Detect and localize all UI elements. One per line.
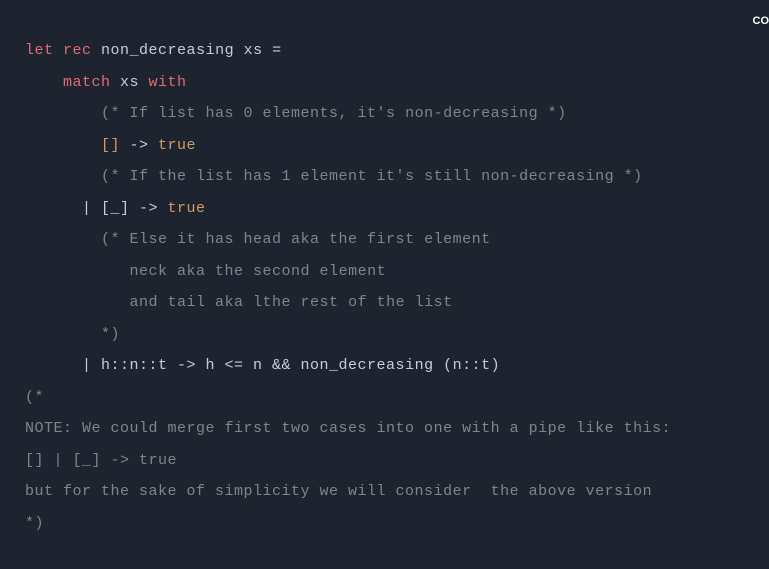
code-line-8: neck aka the second element bbox=[25, 256, 744, 288]
indent bbox=[25, 137, 101, 154]
code-line-4: [] -> true bbox=[25, 130, 744, 162]
code-line-11: | h::n::t -> h <= n && non_decreasing (n… bbox=[25, 350, 744, 382]
indent bbox=[25, 105, 101, 122]
comment: (* If list has 0 elements, it's non-decr… bbox=[101, 105, 567, 122]
arrow: -> bbox=[130, 200, 168, 217]
keyword-let: let bbox=[25, 42, 54, 59]
indent bbox=[25, 74, 63, 91]
keyword-rec: rec bbox=[63, 42, 92, 59]
comment: (* If the list has 1 element it's still … bbox=[101, 168, 643, 185]
code-line-2: match xs with bbox=[25, 67, 744, 99]
indent-pipe: | bbox=[25, 357, 101, 374]
code-text: xs bbox=[111, 74, 149, 91]
indent bbox=[25, 263, 130, 280]
indent bbox=[25, 231, 101, 248]
code-line-13: NOTE: We could merge first two cases int… bbox=[25, 413, 744, 445]
code-line-15: but for the sake of simplicity we will c… bbox=[25, 476, 744, 508]
comment-close: *) bbox=[101, 326, 120, 343]
keyword-match: match bbox=[63, 74, 111, 91]
code-line-1: let rec non_decreasing xs = bbox=[25, 35, 744, 67]
code-block: let rec non_decreasing xs = match xs wit… bbox=[25, 35, 744, 539]
code-line-5: (* If the list has 1 element it's still … bbox=[25, 161, 744, 193]
corner-label: CO bbox=[753, 10, 769, 33]
bracket-empty: [] bbox=[101, 137, 120, 154]
code-line-6: | [_] -> true bbox=[25, 193, 744, 225]
indent bbox=[25, 294, 130, 311]
indent-pipe: | bbox=[25, 200, 101, 217]
code-line-10: *) bbox=[25, 319, 744, 351]
code-text: non_decreasing xs = bbox=[92, 42, 282, 59]
arrow: -> bbox=[120, 137, 158, 154]
bool-true: true bbox=[168, 200, 206, 217]
bool-true: true bbox=[158, 137, 196, 154]
code-line-14: [] | [_] -> true bbox=[25, 445, 744, 477]
code-line-12: (* bbox=[25, 382, 744, 414]
code-line-7: (* Else it has head aka the first elemen… bbox=[25, 224, 744, 256]
keyword-with: with bbox=[149, 74, 187, 91]
code-line-16: *) bbox=[25, 508, 744, 540]
comment: and tail aka lthe rest of the list bbox=[130, 294, 453, 311]
code-line-9: and tail aka lthe rest of the list bbox=[25, 287, 744, 319]
bracket-single: [_] bbox=[101, 200, 130, 217]
indent bbox=[25, 168, 101, 185]
code-line-3: (* If list has 0 elements, it's non-decr… bbox=[25, 98, 744, 130]
code-text: h::n::t -> h <= n && non_decreasing (n::… bbox=[101, 357, 500, 374]
comment: (* Else it has head aka the first elemen… bbox=[101, 231, 491, 248]
indent bbox=[25, 326, 101, 343]
comment: neck aka the second element bbox=[130, 263, 387, 280]
